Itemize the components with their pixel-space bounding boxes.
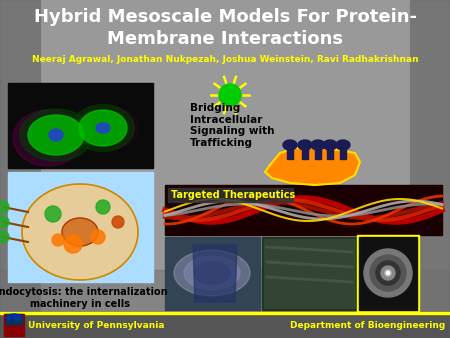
Polygon shape — [78, 106, 138, 150]
Polygon shape — [194, 262, 230, 284]
Polygon shape — [327, 149, 333, 159]
Polygon shape — [28, 115, 84, 155]
Polygon shape — [64, 235, 82, 253]
Text: Targeted Therapeutics: Targeted Therapeutics — [171, 190, 295, 200]
Bar — [0, 312, 450, 338]
Polygon shape — [96, 200, 110, 214]
Polygon shape — [49, 129, 63, 141]
Bar — [165, 237, 260, 310]
Polygon shape — [22, 184, 138, 280]
Bar — [357, 235, 419, 312]
Bar — [8, 172, 153, 282]
Polygon shape — [219, 84, 241, 106]
Polygon shape — [336, 140, 350, 150]
Polygon shape — [0, 216, 9, 228]
Polygon shape — [45, 206, 61, 222]
Bar — [4, 314, 24, 336]
Bar — [165, 185, 442, 235]
Text: Membrane Interactions: Membrane Interactions — [107, 30, 343, 48]
Text: Department of Bioengineering: Department of Bioengineering — [290, 320, 445, 330]
Polygon shape — [62, 218, 98, 246]
Bar — [0, 270, 450, 338]
Bar — [8, 83, 153, 168]
Bar — [168, 188, 293, 202]
Polygon shape — [340, 149, 346, 159]
Polygon shape — [298, 140, 312, 150]
Text: University of Pennsylvania: University of Pennsylvania — [28, 320, 165, 330]
Polygon shape — [385, 270, 391, 276]
Polygon shape — [72, 104, 134, 151]
Polygon shape — [323, 140, 337, 150]
Polygon shape — [184, 256, 240, 290]
Polygon shape — [91, 230, 105, 244]
Polygon shape — [283, 140, 297, 150]
Polygon shape — [302, 149, 308, 159]
Text: Neeraj Agrawal, Jonathan Nukpezah, Joshua Weinstein, Ravi Radhakrishnan: Neeraj Agrawal, Jonathan Nukpezah, Joshu… — [32, 55, 419, 64]
Polygon shape — [112, 216, 124, 228]
Bar — [0, 0, 40, 338]
Polygon shape — [96, 123, 110, 133]
Polygon shape — [315, 149, 321, 159]
Polygon shape — [20, 109, 92, 161]
Polygon shape — [174, 250, 250, 296]
Text: Hybrid Mesoscale Models For Protein-: Hybrid Mesoscale Models For Protein- — [33, 8, 417, 26]
Bar — [40, 0, 410, 338]
Bar — [264, 239, 355, 308]
Bar — [410, 0, 450, 338]
Polygon shape — [6, 314, 22, 319]
Polygon shape — [0, 231, 9, 243]
Text: Bridging
Intracellular
Signaling with
Trafficking: Bridging Intracellular Signaling with Tr… — [190, 103, 274, 148]
Bar — [6, 314, 22, 324]
Polygon shape — [13, 110, 83, 166]
Polygon shape — [376, 261, 400, 285]
Polygon shape — [364, 249, 412, 297]
Polygon shape — [287, 149, 293, 159]
Polygon shape — [0, 201, 9, 213]
Polygon shape — [370, 255, 406, 291]
Bar — [262, 237, 357, 310]
Bar — [0, 312, 450, 314]
Polygon shape — [52, 234, 64, 246]
Polygon shape — [387, 271, 390, 274]
Polygon shape — [79, 110, 127, 146]
Polygon shape — [381, 266, 395, 280]
Text: Endocytosis: the internalization
machinery in cells: Endocytosis: the internalization machine… — [0, 287, 168, 309]
Polygon shape — [265, 148, 360, 185]
Bar — [359, 237, 417, 310]
Polygon shape — [193, 245, 237, 302]
Polygon shape — [311, 140, 325, 150]
